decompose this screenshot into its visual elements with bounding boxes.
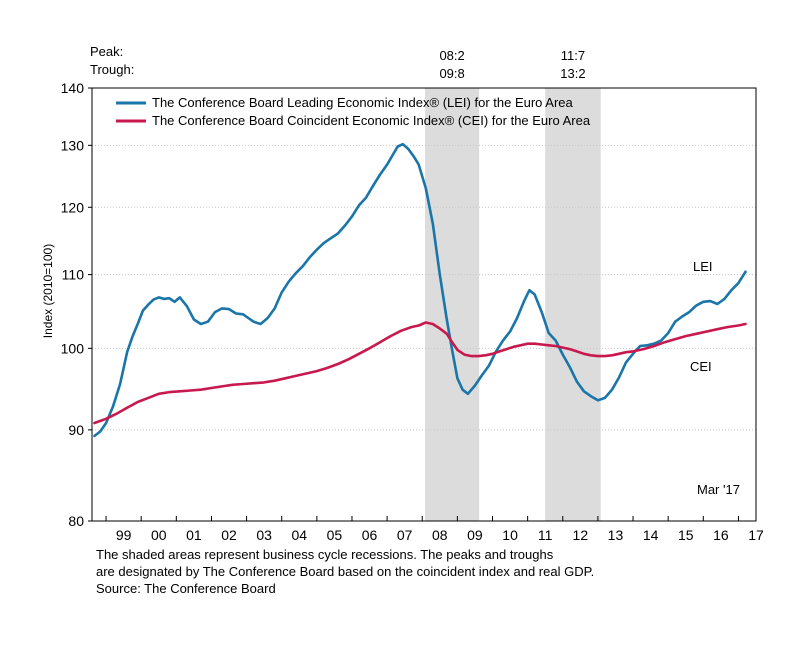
source-line: Source: The Conference Board: [96, 581, 276, 596]
legend-label-cei: The Conference Board Coincident Economic…: [152, 113, 591, 128]
x-tick-label-13: 13: [608, 527, 624, 540]
recession-bands: [425, 88, 601, 521]
x-tick-label-08: 08: [432, 527, 448, 540]
gridlines: [92, 144, 756, 431]
recession-trough-label-1: 09:8: [439, 66, 464, 81]
y-tick-label-90: 90: [68, 422, 84, 438]
trough-label: Trough:: [90, 62, 134, 77]
x-tick-label-99: 99: [116, 527, 132, 540]
recession-labels: 08:2 09:8 11:7 13:2: [439, 48, 585, 81]
annotation-cei: CEI: [690, 359, 712, 374]
x-tick-label-09: 09: [467, 527, 483, 540]
recession-peak-label-1: 08:2: [439, 48, 464, 63]
x-tick-label-03: 03: [256, 527, 272, 540]
x-tick-label-06: 06: [362, 527, 378, 540]
recession-band-1: [425, 88, 480, 521]
series-line-cei: [93, 321, 747, 425]
y-tick-label-140: 140: [61, 80, 85, 96]
legend-label-lei: The Conference Board Leading Economic In…: [152, 95, 574, 110]
series-lines: [93, 142, 747, 438]
x-tick-label-02: 02: [221, 527, 237, 540]
x-tick-label-04: 04: [291, 527, 307, 540]
y-tick-label-80: 80: [68, 513, 84, 529]
x-tick-label-10: 10: [502, 527, 518, 540]
legend: The Conference Board Leading Economic In…: [116, 95, 591, 128]
axes: 80 90 100 110 120 130 140 99 00 01 02 03 04 05 06 07 08 0…: [61, 80, 764, 540]
footnote-line-2: are designated by The Conference Board b…: [96, 564, 595, 579]
x-tick-label-11: 11: [538, 527, 553, 540]
recession-trough-label-2: 13:2: [560, 66, 585, 81]
x-tick-label-14: 14: [643, 527, 659, 540]
recession-peak-label-2: 11:7: [561, 48, 585, 63]
x-tick-label-05: 05: [327, 527, 343, 540]
annotation-date: Mar '17: [697, 482, 740, 497]
plot-frame: [91, 87, 757, 522]
recession-band-2: [545, 88, 601, 521]
y-tick-label-110: 110: [62, 267, 85, 283]
chart: 80 90 100 110 120 130 140 99 00 01 02 03 04 05 06 07 08 0…: [41, 44, 764, 540]
x-tick-label-00: 00: [151, 527, 167, 540]
footnote: The shaded areas represent business cycl…: [96, 546, 594, 597]
x-tick-label-16: 16: [713, 527, 729, 540]
x-tick-label-15: 15: [678, 527, 694, 540]
annotation-lei: LEI: [693, 259, 713, 274]
y-tick-label-120: 120: [61, 199, 85, 215]
series-line-lei: [93, 142, 747, 438]
x-tick-label-17: 17: [748, 527, 764, 540]
footnote-line-1: The shaded areas represent business cycl…: [96, 547, 554, 562]
x-tick-label-07: 07: [397, 527, 413, 540]
y-tick-label-100: 100: [61, 340, 85, 356]
x-tick-label-12: 12: [573, 527, 589, 540]
peak-label: Peak:: [90, 44, 123, 59]
y-axis-label: Index (2010=100): [41, 244, 55, 338]
y-tick-label-130: 130: [61, 137, 85, 153]
x-tick-label-01: 01: [186, 527, 202, 540]
